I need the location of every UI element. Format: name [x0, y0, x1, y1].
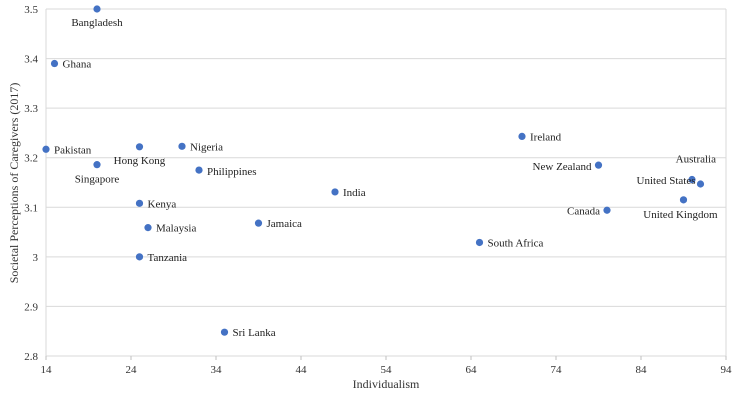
point-label: United States [637, 175, 696, 187]
data-point [331, 188, 339, 196]
data-point [178, 142, 186, 150]
y-tick-label: 2.8 [24, 351, 38, 363]
data-point [594, 161, 603, 169]
point-label: Canada [567, 205, 600, 217]
x-tick-label: 14 [41, 364, 53, 376]
data-point [135, 199, 144, 207]
point-label: Singapore [75, 174, 120, 186]
x-tick-label: 84 [636, 364, 648, 376]
data-point [518, 132, 526, 140]
y-tick-label: 3 [33, 252, 39, 264]
data-point [195, 166, 203, 174]
data-point [254, 219, 263, 227]
point-label: United Kingdom [643, 209, 718, 221]
y-axis-title: Societal Perceptions of Caregivers (2017… [7, 83, 21, 284]
data-point [475, 238, 484, 247]
gridlines [45, 8, 727, 357]
x-tick-label: 74 [551, 364, 563, 376]
point-label: Jamaica [267, 218, 303, 230]
data-point [688, 175, 696, 184]
x-tick-label: 94 [721, 364, 733, 376]
point-label: Ghana [63, 59, 92, 71]
x-tick-label: 24 [126, 364, 138, 376]
point-label: Kenya [148, 198, 177, 210]
point-label: Pakistan [54, 144, 92, 156]
data-point [603, 206, 611, 214]
data-points [42, 5, 705, 336]
data-point [135, 143, 144, 151]
x-tick-label: 34 [211, 364, 223, 376]
data-point [696, 180, 705, 188]
point-label: Tanzania [148, 252, 188, 264]
data-point [220, 328, 229, 336]
y-tick-label: 3.2 [24, 153, 38, 165]
point-label: Bangladesh [71, 17, 123, 29]
data-point [93, 161, 101, 169]
data-point [135, 253, 144, 261]
x-axis-title: Individualism [353, 377, 420, 391]
point-labels: Bangladesh Ghana Pakistan Hong Kong Singapor… [54, 17, 718, 339]
point-label: South Africa [488, 237, 544, 249]
y-tick-label: 2.9 [24, 301, 38, 313]
y-tick-label: 3.4 [24, 54, 38, 66]
x-axis-ticks: 14 24 34 44 54 64 74 84 94 [41, 356, 733, 376]
point-label: Sri Lanka [233, 327, 276, 339]
point-label: Philippines [207, 166, 257, 178]
data-point [50, 59, 59, 68]
x-tick-label: 44 [296, 364, 308, 376]
point-label: Malaysia [156, 223, 196, 235]
point-label: New Zealand [533, 161, 592, 173]
y-tick-label: 3.5 [24, 4, 38, 16]
point-label: India [343, 187, 366, 199]
data-point [144, 224, 152, 232]
point-label: Nigeria [190, 141, 223, 153]
x-tick-label: 54 [381, 364, 393, 376]
data-point [93, 5, 101, 13]
y-axis-ticks: 2.8 2.9 3 3.1 3.2 3.3 3.4 3.5 [24, 4, 38, 363]
y-tick-label: 3.3 [24, 103, 38, 115]
point-label: Australia [676, 154, 716, 166]
y-tick-label: 3.1 [24, 202, 38, 214]
point-label: Ireland [530, 131, 562, 143]
x-tick-label: 64 [466, 364, 478, 376]
data-point [679, 196, 688, 204]
data-point [42, 145, 50, 153]
point-label: Hong Kong [114, 155, 166, 167]
